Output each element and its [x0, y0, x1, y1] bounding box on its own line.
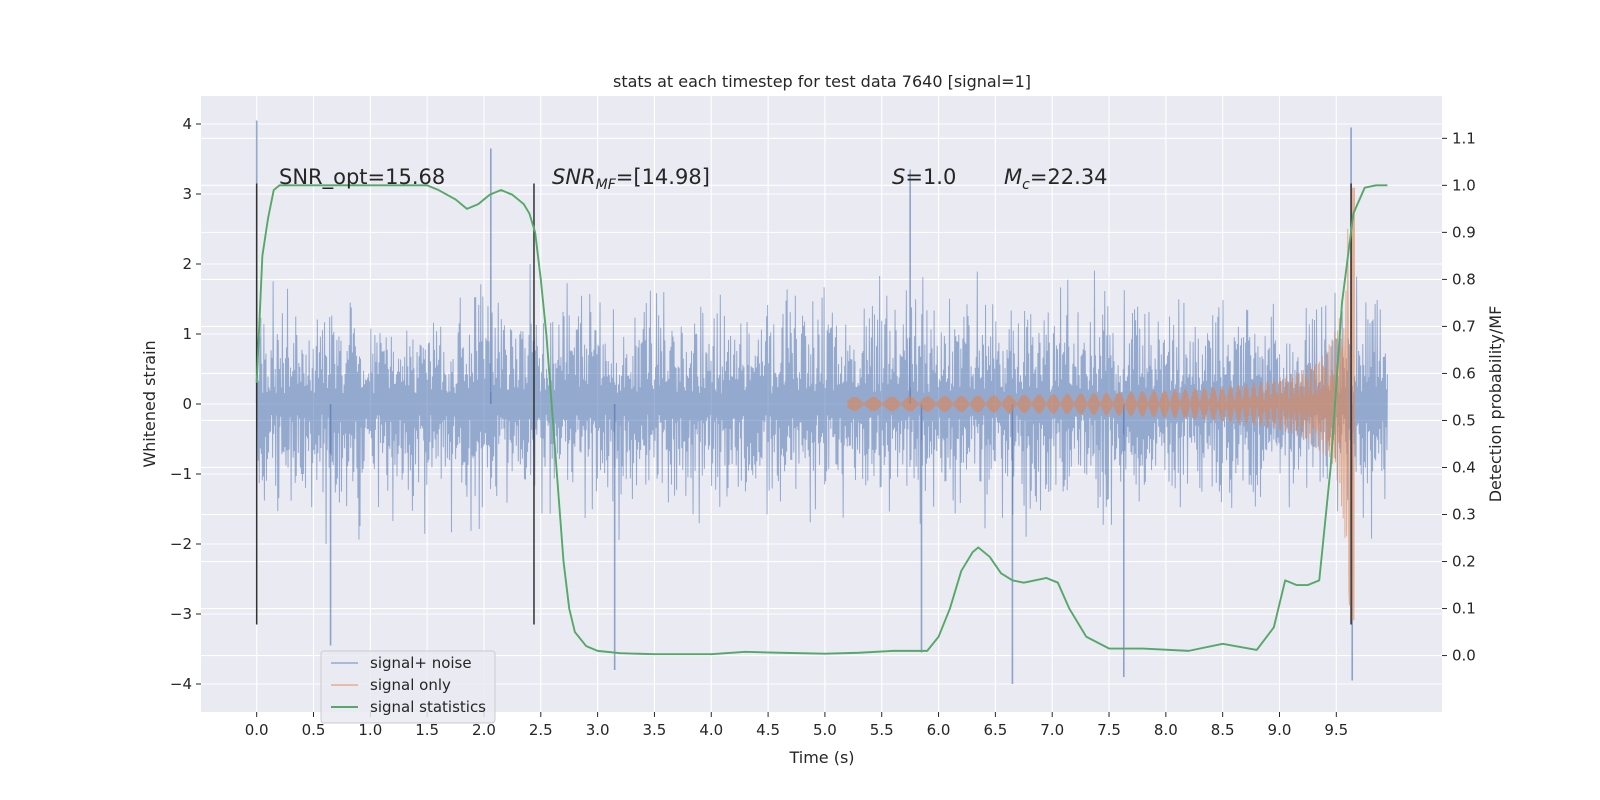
y-tick-label: 3: [182, 185, 192, 203]
x-tick-label: 0.0: [245, 721, 269, 739]
y2-axis-label: Detection probability/MF: [1486, 306, 1505, 503]
x-tick-label: 6.0: [927, 721, 951, 739]
annotation-snr-opt: SNR_opt=15.68: [279, 165, 445, 190]
x-tick-label: 3.5: [643, 721, 667, 739]
legend: signal+ noise signal only signal statist…: [320, 650, 496, 724]
y2-tick-label: 0.0: [1452, 647, 1476, 665]
annotation-s: S=1.0: [892, 165, 956, 189]
legend-label-signal: signal only: [370, 676, 451, 694]
y2-tick-label: 1.1: [1452, 129, 1476, 147]
y2-tick-label: 0.5: [1452, 411, 1476, 429]
y2-tick-label: 0.7: [1452, 317, 1476, 335]
y-tick-label: −4: [170, 675, 192, 693]
y-tick-label: −3: [170, 605, 192, 623]
x-tick-label: 0.5: [302, 721, 326, 739]
chart-title: stats at each timestep for test data 764…: [613, 72, 1031, 91]
series-signal-only-line: [847, 187, 1355, 621]
legend-box: [320, 650, 496, 724]
y-tick-label: −2: [170, 535, 192, 553]
x-tick-label: 8.0: [1154, 721, 1178, 739]
annotation-mc-main: M: [1004, 165, 1022, 189]
x-tick-label: 5.0: [813, 721, 837, 739]
annotation-mc-rest: =22.34: [1030, 165, 1108, 189]
y2-tick-label: 0.8: [1452, 270, 1476, 288]
y2-tick-label: 1.0: [1452, 176, 1476, 194]
y-tick-label: 2: [182, 255, 192, 273]
x-tick-label: 6.5: [983, 721, 1007, 739]
annotation-snr-mf-main: SNR: [552, 165, 596, 189]
x-tick-label: 4.0: [699, 721, 723, 739]
y-tick-label: 4: [182, 115, 192, 133]
y-tick-label: 1: [182, 325, 192, 343]
y2-tick-label: 0.9: [1452, 223, 1476, 241]
y-axis-label: Whitened strain: [140, 340, 159, 467]
y2-tick-label: 0.1: [1452, 600, 1476, 618]
annotation-snr-mf-rest: =[14.98]: [616, 165, 710, 189]
x-tick-label: 1.5: [415, 721, 439, 739]
x-tick-label: 9.5: [1324, 721, 1348, 739]
y-tick-label: 0: [182, 395, 192, 413]
y2-tick-label: 0.3: [1452, 506, 1476, 524]
plot-area: [255, 120, 1388, 684]
x-tick-label: 8.5: [1211, 721, 1235, 739]
x-tick-label: 3.0: [586, 721, 610, 739]
axes: 0.0 0.5 1.0 1.5 2.0 2.5 3.0 3.5 4.0 4.5 5.0 5.5 6.0 6…: [170, 115, 1476, 739]
y-tick-label: −1: [170, 465, 192, 483]
y2-tick-label: 0.6: [1452, 364, 1476, 382]
x-tick-label: 9.0: [1268, 721, 1292, 739]
x-axis-label: Time (s): [788, 748, 854, 767]
series-signal-statistics-line: [255, 184, 1388, 656]
x-tick-label: 2.5: [529, 721, 553, 739]
series-signal-noise-line: [256, 264, 1388, 545]
annotation-snr-mf: SNRMF=[14.98]: [552, 165, 710, 193]
annotation-snr-mf-sub: MF: [596, 177, 617, 193]
legend-label-statistics: signal statistics: [370, 698, 486, 716]
annotation-s-rest: =1.0: [905, 165, 956, 189]
legend-label-noise: signal+ noise: [370, 654, 472, 672]
annotation-s-main: S: [892, 165, 905, 189]
x-tick-label: 5.5: [870, 721, 894, 739]
x-tick-label: 2.0: [472, 721, 496, 739]
y2-tick-label: 0.4: [1452, 458, 1476, 476]
x-tick-label: 7.5: [1097, 721, 1121, 739]
x-tick-label: 1.0: [358, 721, 382, 739]
x-tick-label: 4.5: [756, 721, 780, 739]
annotation-mc: Mc=22.34: [1004, 165, 1108, 193]
x-tick-label: 7.0: [1040, 721, 1064, 739]
annotation-mc-sub: c: [1022, 177, 1030, 193]
y2-tick-label: 0.2: [1452, 553, 1476, 571]
